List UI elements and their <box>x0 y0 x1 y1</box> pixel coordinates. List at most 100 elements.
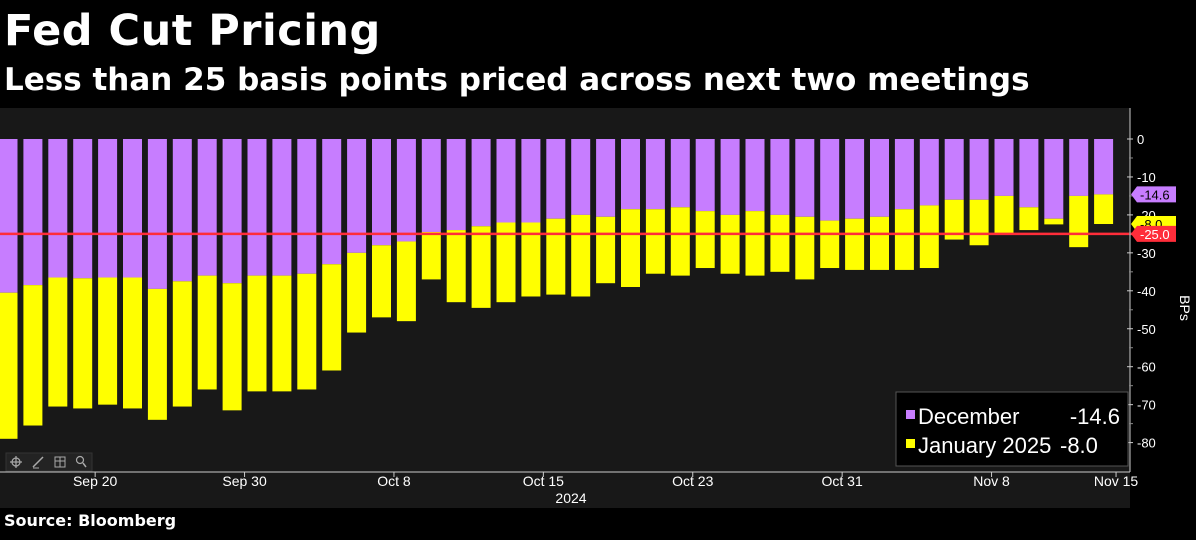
bar-january <box>720 214 740 274</box>
toolbar <box>5 452 93 472</box>
legend-swatch-december <box>906 410 915 419</box>
bar-january <box>1069 195 1089 248</box>
x-axis-title: 2024 <box>555 490 586 506</box>
bar-december <box>645 139 665 210</box>
bar-december <box>197 139 217 276</box>
bar-december <box>1069 139 1089 196</box>
y-tick-label: -50 <box>1137 322 1156 337</box>
bar-january <box>745 211 765 276</box>
bar-december <box>795 139 815 217</box>
x-tick-label: Nov 8 <box>973 473 1010 489</box>
bar-january <box>571 214 591 297</box>
bar-december <box>372 139 391 246</box>
bar-december <box>23 139 43 286</box>
bar-december <box>421 139 441 232</box>
bar-december <box>571 139 591 215</box>
chart: 0-10-20-30-40-50-60-70-80 BPs Sep 20 Sep … <box>0 108 1193 508</box>
page-title: Fed Cut Pricing <box>4 6 381 56</box>
page-subtitle: Less than 25 basis points priced across … <box>4 62 1030 98</box>
bar-january <box>347 252 367 333</box>
reference-line-value-label-text: -25.0 <box>1140 227 1170 242</box>
last-value-label-december-text: -14.6 <box>1140 187 1170 202</box>
y-tick-label: 0 <box>1137 132 1144 147</box>
bar-january <box>994 195 1014 234</box>
y-tick-label: -10 <box>1137 170 1156 185</box>
bar-december <box>347 139 367 253</box>
legend-label-january: January 2025 <box>918 433 1051 458</box>
x-axis: Sep 20 Sep 30 Oct 8 Oct 15 Oct 23 Oct 31 Nov 8… <box>0 471 1138 489</box>
bar-january <box>421 231 441 280</box>
bar-january <box>471 226 491 308</box>
last-value-label-december-bg <box>1131 186 1176 203</box>
bar-december <box>98 139 118 278</box>
bar-january <box>919 205 939 269</box>
bar-december <box>596 139 616 217</box>
bar-january <box>197 275 217 390</box>
bar-january <box>645 209 665 274</box>
x-tick-label: Sep 20 <box>73 473 118 489</box>
bar-december <box>272 139 292 276</box>
bar-january <box>770 214 790 272</box>
bar-december <box>994 139 1014 196</box>
bar-december <box>820 139 840 221</box>
bar-january <box>322 264 342 371</box>
x-tick-label: Oct 31 <box>822 473 863 489</box>
bar-january <box>546 218 566 295</box>
bar-january <box>944 199 964 240</box>
y-axis-title: BPs <box>1177 295 1193 321</box>
legend-label-december: December <box>918 404 1019 429</box>
y-tick-label: -80 <box>1137 436 1156 451</box>
bar-december <box>1044 139 1064 219</box>
x-tick-label: Oct 23 <box>672 473 713 489</box>
source-note: Source: Bloomberg <box>4 511 177 530</box>
bar-december <box>496 139 516 223</box>
legend-box <box>895 391 1129 467</box>
bars-group <box>0 139 1114 439</box>
y-tick-label: -60 <box>1137 360 1156 375</box>
y-axis: 0-10-20-30-40-50-60-70-80 <box>1127 108 1156 472</box>
last-value-label-december: -14.6 <box>1131 186 1176 203</box>
bar-december <box>845 139 865 219</box>
y-tick-label: -70 <box>1137 398 1156 413</box>
bar-december <box>172 139 192 282</box>
bar-january <box>621 209 640 288</box>
bar-december <box>147 139 167 289</box>
bar-december <box>621 139 640 210</box>
x-tick-label: Oct 15 <box>523 473 564 489</box>
legend-value-december: -14.6 <box>1070 404 1120 429</box>
bar-december <box>870 139 889 217</box>
reference-line-value-label: -25.0 <box>1131 225 1176 242</box>
bar-december <box>471 139 491 227</box>
bar-january <box>396 241 416 322</box>
bar-december <box>48 139 68 278</box>
bar-january <box>894 209 914 270</box>
bar-december <box>222 139 242 284</box>
draw-line-icon[interactable] <box>32 456 44 469</box>
crosshair-icon[interactable] <box>10 456 22 468</box>
bar-january <box>222 283 242 411</box>
bar-january <box>1094 194 1114 225</box>
bar-december <box>670 139 690 208</box>
bar-january <box>297 273 317 390</box>
table-icon[interactable] <box>54 456 66 468</box>
bar-january <box>845 218 865 270</box>
x-tick-label: Oct 8 <box>377 473 411 489</box>
bar-december <box>695 139 715 212</box>
bar-december <box>322 139 342 265</box>
bar-january <box>1019 207 1039 231</box>
x-axis-area <box>0 472 1130 508</box>
legend-value-january: -8.0 <box>1060 433 1098 458</box>
bar-december <box>396 139 416 242</box>
bar-december <box>297 139 317 274</box>
zoom-icon[interactable] <box>75 455 87 468</box>
bar-december <box>123 139 142 278</box>
bar-january <box>172 281 192 407</box>
bar-december <box>894 139 914 210</box>
bar-december <box>745 139 765 212</box>
bar-january <box>870 216 889 270</box>
bar-january <box>695 211 715 269</box>
bar-december <box>247 139 267 276</box>
bar-january <box>820 220 840 269</box>
bar-december <box>770 139 790 215</box>
legend: December -14.6 January 2025 -8.0 <box>895 391 1129 467</box>
